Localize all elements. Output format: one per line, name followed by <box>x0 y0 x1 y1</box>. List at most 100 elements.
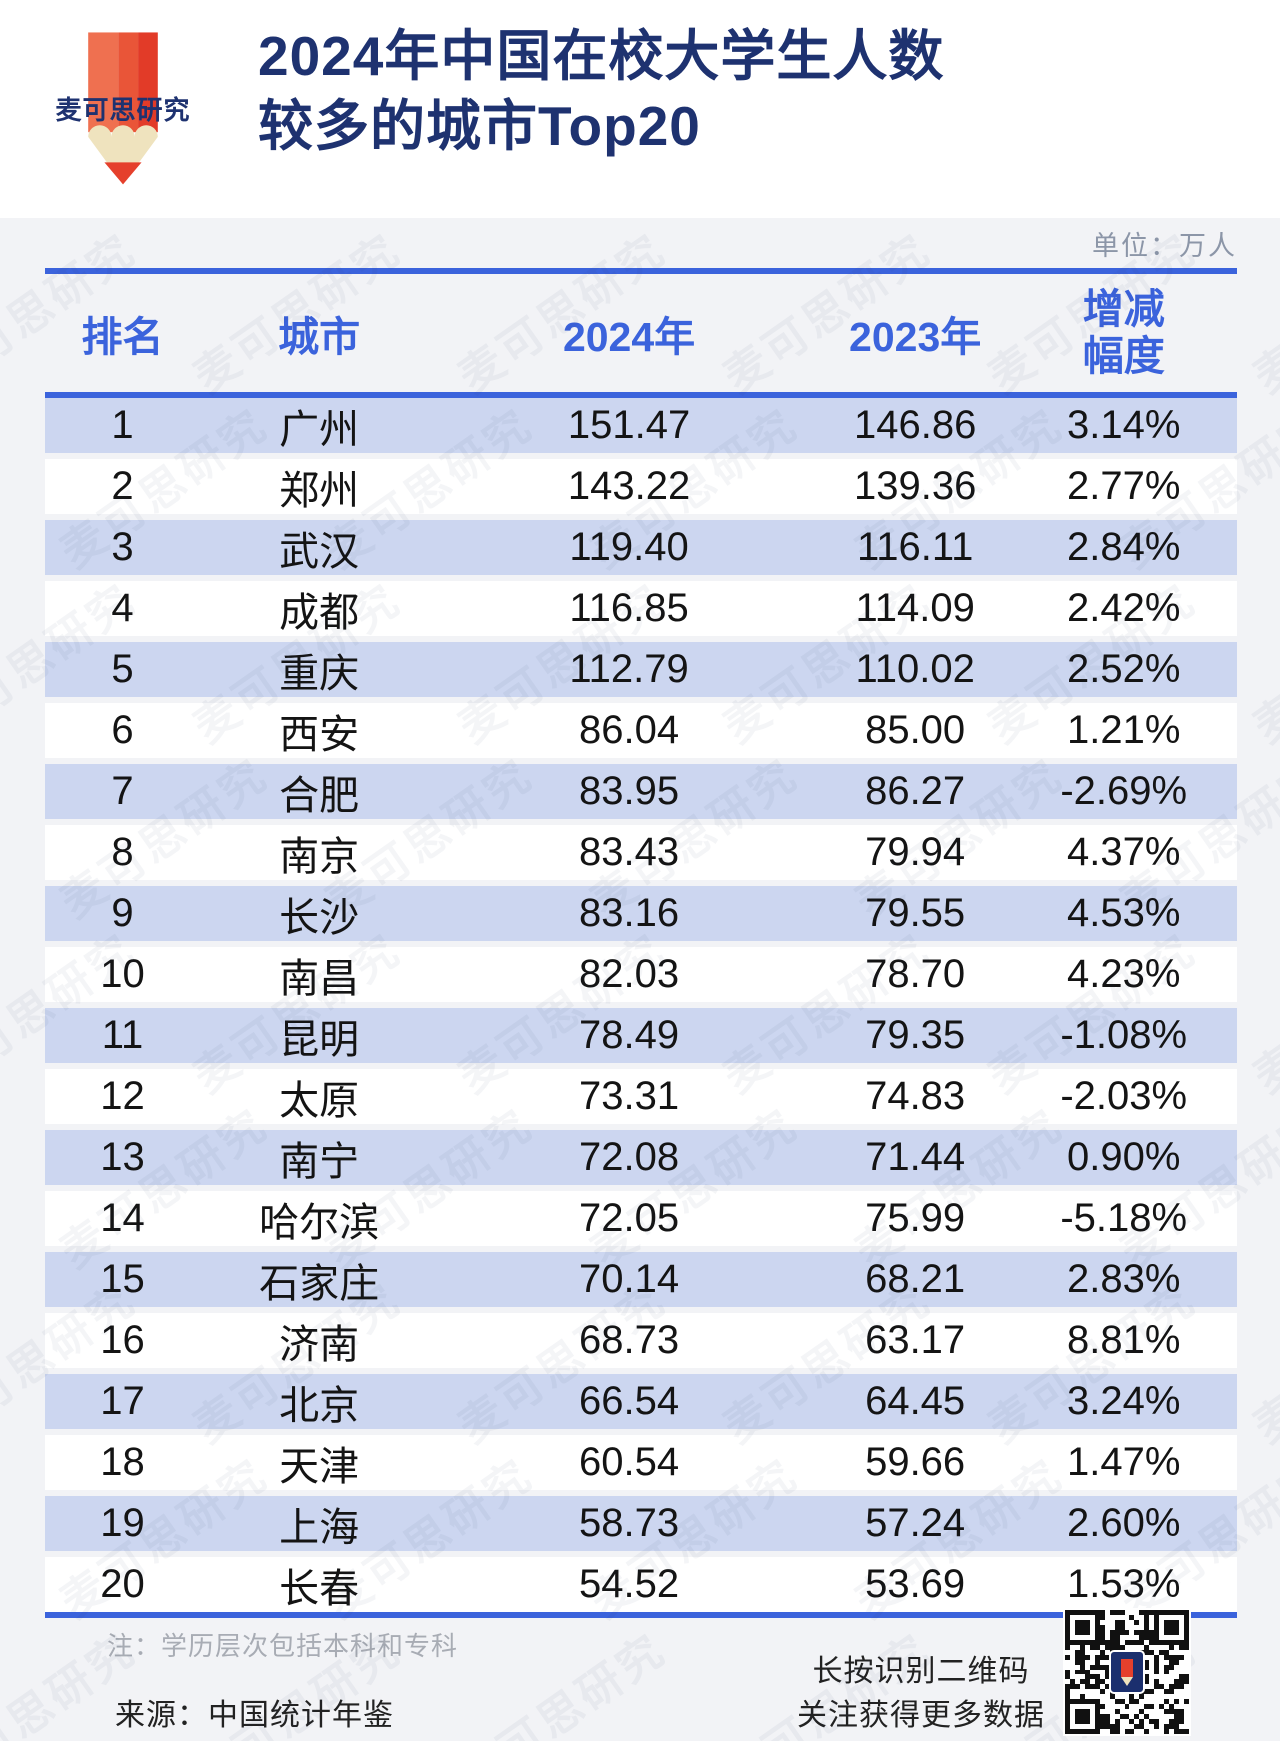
rank-cell: 9 <box>111 891 134 935</box>
city-cell: 合肥 <box>279 773 360 818</box>
city-cell: 南宁 <box>279 1139 360 1184</box>
table-row: 15 石家庄 70.14 68.21 2.83% <box>45 1252 1237 1307</box>
rank-cell: 7 <box>111 769 134 813</box>
change-cell: 2.84% <box>1067 525 1181 569</box>
rank-cell: 2 <box>111 464 134 508</box>
value-2023-cell: 139.36 <box>853 464 977 508</box>
value-2023-cell: 75.99 <box>865 1196 966 1240</box>
value-2023-cell: 63.17 <box>865 1318 966 1362</box>
table-row: 9 长沙 83.16 79.55 4.53% <box>45 886 1237 941</box>
pencil-logo-icon <box>88 32 158 185</box>
rank-cell: 10 <box>100 952 145 996</box>
table-row: 1 广州 151.47 146.86 3.14% <box>45 398 1237 453</box>
header-change: 增减 幅度 <box>1011 286 1237 380</box>
value-2024-cell: 143.22 <box>567 464 691 508</box>
table-body: 1 广州 151.47 146.86 3.14% 2 郑州 143.22 139.36 2.77%… <box>45 398 1237 1612</box>
source-label: 来源：中国统计年鉴 <box>115 1699 394 1732</box>
change-cell: 3.24% <box>1067 1379 1181 1423</box>
city-cell: 济南 <box>279 1322 360 1367</box>
rank-cell: 4 <box>111 586 134 630</box>
table-header-row: 排名 城市 2024年 2023年 增减 幅度 <box>45 274 1237 392</box>
rank-cell: 15 <box>100 1257 145 1301</box>
rank-cell: 12 <box>100 1074 145 1118</box>
value-2023-cell: 71.44 <box>865 1135 966 1179</box>
table-row: 7 合肥 83.95 86.27 -2.69% <box>45 764 1237 819</box>
value-2024-cell: 70.14 <box>579 1257 680 1301</box>
rank-cell: 6 <box>111 708 134 752</box>
rank-cell: 19 <box>100 1501 145 1545</box>
header-2023: 2023年 <box>849 314 982 360</box>
city-cell: 北京 <box>279 1383 360 1428</box>
value-2024-cell: 116.85 <box>569 586 689 630</box>
rank-cell: 3 <box>111 525 134 569</box>
value-2024-cell: 68.73 <box>579 1318 680 1362</box>
qr-center-logo-icon <box>1109 1650 1145 1694</box>
value-2024-cell: 72.08 <box>579 1135 680 1179</box>
city-cell: 哈尔滨 <box>259 1200 380 1245</box>
rank-cell: 5 <box>111 647 134 691</box>
table-row: 3 武汉 119.40 116.11 2.84% <box>45 520 1237 575</box>
rank-cell: 16 <box>100 1318 145 1362</box>
table-row: 13 南宁 72.08 71.44 0.90% <box>45 1130 1237 1185</box>
header-change-line1: 增减 <box>1082 285 1165 332</box>
value-2023-cell: 74.83 <box>865 1074 966 1118</box>
value-2024-cell: 73.31 <box>579 1074 680 1118</box>
page-header: 麦可思研究 2024年中国在校大学生人数 较多的城市Top20 <box>0 0 1280 218</box>
table-row: 19 上海 58.73 57.24 2.60% <box>45 1496 1237 1551</box>
table-row: 11 昆明 78.49 79.35 -1.08% <box>45 1008 1237 1063</box>
change-cell: 4.53% <box>1067 891 1181 935</box>
table-row: 20 长春 54.52 53.69 1.53% <box>45 1557 1237 1612</box>
value-2023-cell: 86.27 <box>865 769 966 813</box>
table-header-rule <box>45 392 1237 398</box>
change-cell: 2.77% <box>1067 464 1181 508</box>
value-2023-cell: 114.09 <box>855 586 975 630</box>
value-2024-cell: 66.54 <box>579 1379 680 1423</box>
value-2023-cell: 110.02 <box>855 647 975 691</box>
header-city: 城市 <box>278 314 361 360</box>
qr-caption: 长按识别二维码 关注获得更多数据 <box>758 1650 1084 1737</box>
qr-code <box>1063 1608 1191 1736</box>
header-2024: 2024年 <box>562 314 696 360</box>
header-rank: 排名 <box>81 314 164 360</box>
value-2023-cell: 79.94 <box>865 830 966 874</box>
value-2024-cell: 86.04 <box>579 708 680 752</box>
city-cell: 石家庄 <box>259 1261 380 1306</box>
rank-cell: 14 <box>100 1196 145 1240</box>
city-cell: 重庆 <box>279 651 360 696</box>
value-2023-cell: 78.70 <box>865 952 966 996</box>
rank-cell: 8 <box>111 830 134 874</box>
value-2024-cell: 151.47 <box>567 403 691 447</box>
ranking-table: 排名 城市 2024年 2023年 增减 幅度 1 广州 151.47 146.86 3.… <box>45 268 1237 1618</box>
city-cell: 郑州 <box>279 468 360 513</box>
table-row: 18 天津 60.54 59.66 1.47% <box>45 1435 1237 1490</box>
value-2023-cell: 85.00 <box>865 708 966 752</box>
rank-cell: 13 <box>100 1135 145 1179</box>
value-2024-cell: 83.43 <box>579 830 680 874</box>
value-2023-cell: 53.69 <box>865 1562 966 1606</box>
table-row: 10 南昌 82.03 78.70 4.23% <box>45 947 1237 1002</box>
content-panel: 单位：万人 排名 城市 2024年 2023年 增减 幅度 1 广州 151.47 14… <box>0 218 1280 1741</box>
value-2024-cell: 82.03 <box>579 952 680 996</box>
table-row: 6 西安 86.04 85.00 1.21% <box>45 703 1237 758</box>
value-2024-cell: 119.40 <box>569 525 689 569</box>
value-2023-cell: 79.55 <box>865 891 966 935</box>
rank-cell: 17 <box>100 1379 145 1423</box>
value-2024-cell: 83.95 <box>579 769 680 813</box>
city-cell: 西安 <box>279 712 360 757</box>
value-2024-cell: 78.49 <box>579 1013 680 1057</box>
city-cell: 南昌 <box>279 956 360 1001</box>
change-cell: -2.03% <box>1060 1074 1188 1118</box>
value-2023-cell: 68.21 <box>865 1257 966 1301</box>
city-cell: 长沙 <box>279 895 360 940</box>
table-top-rule <box>45 268 1237 274</box>
brand-logo: 麦可思研究 <box>43 26 203 186</box>
value-2023-cell: 116.11 <box>856 525 974 569</box>
city-cell: 太原 <box>279 1078 360 1123</box>
change-cell: 3.14% <box>1067 403 1181 447</box>
brand-name: 麦可思研究 <box>55 95 191 125</box>
table-row: 17 北京 66.54 64.45 3.24% <box>45 1374 1237 1429</box>
value-2023-cell: 64.45 <box>865 1379 966 1423</box>
page-title: 2024年中国在校大学生人数 较多的城市Top20 <box>258 22 944 162</box>
qr-caption-line1: 长按识别二维码 <box>812 1655 1030 1688</box>
value-2024-cell: 58.73 <box>579 1501 680 1545</box>
